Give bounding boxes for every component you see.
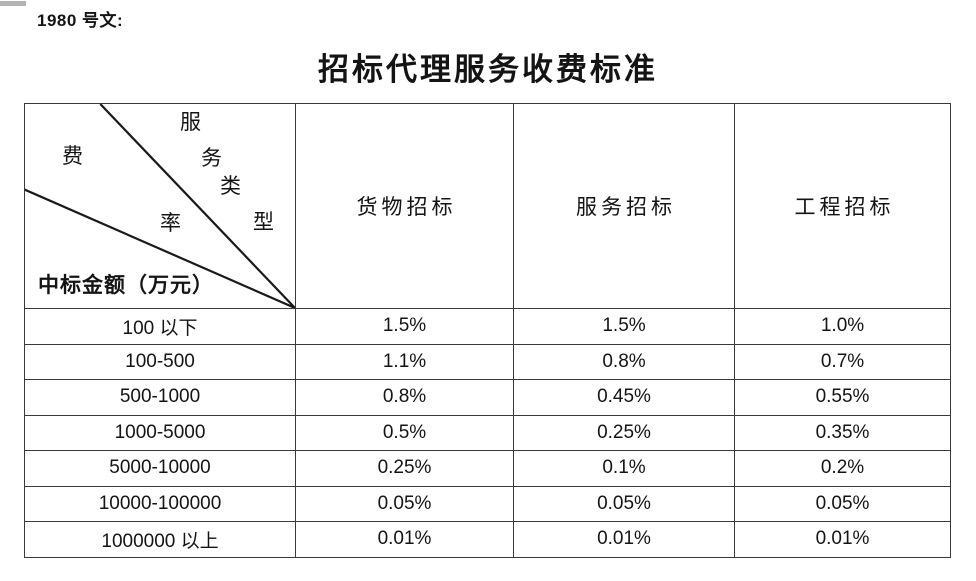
- corner-fee-char: 率: [160, 211, 181, 235]
- fee-cell: 0.01%: [735, 522, 951, 558]
- diagonal-header-cell: 服 务 类 型 费 率 中标金额（万元）: [25, 104, 296, 309]
- corner-type-char: 务: [201, 146, 222, 170]
- fee-cell: 0.45%: [514, 380, 735, 416]
- fee-cell: 0.01%: [296, 522, 514, 558]
- fee-cell: 0.5%: [296, 415, 514, 451]
- document-reference: 1980 号文:: [37, 11, 124, 30]
- col-header-goods-bidding: 货物招标: [296, 104, 514, 309]
- fee-cell: 1.0%: [735, 309, 951, 345]
- corner-type-char: 服: [180, 110, 201, 134]
- fee-cell: 0.8%: [514, 344, 735, 380]
- fee-standard-table: 服 务 类 型 费 率 中标金额（万元） 货物招标 服务招标 工程招标 100 …: [24, 103, 951, 558]
- col-header-service-bidding: 服务招标: [514, 104, 735, 309]
- fee-cell: 1.1%: [296, 344, 514, 380]
- corner-fee-char: 费: [62, 144, 83, 168]
- row-label: 100-500: [25, 344, 296, 380]
- fee-cell: 0.7%: [735, 344, 951, 380]
- fee-cell: 1.5%: [514, 309, 735, 345]
- fee-cell: 0.01%: [514, 522, 735, 558]
- fee-cell: 0.2%: [735, 451, 951, 487]
- diagonal-lines: [25, 104, 295, 308]
- page-title: 招标代理服务收费标准: [318, 52, 658, 87]
- fee-cell: 0.55%: [735, 380, 951, 416]
- row-label: 500-1000: [25, 380, 296, 416]
- fee-cell: 0.05%: [735, 486, 951, 522]
- col-header-engineering-bidding: 工程招标: [735, 104, 951, 309]
- row-label: 5000-10000: [25, 451, 296, 487]
- row-label: 100 以下: [25, 309, 296, 345]
- fee-cell: 0.1%: [514, 451, 735, 487]
- fee-cell: 0.25%: [514, 415, 735, 451]
- fee-cell: 0.25%: [296, 451, 514, 487]
- fee-cell: 0.35%: [735, 415, 951, 451]
- fee-cell: 0.05%: [514, 486, 735, 522]
- row-label: 1000000 以上: [25, 522, 296, 558]
- corner-amount-label: 中标金额（万元）: [38, 273, 214, 297]
- fee-cell: 0.8%: [296, 380, 514, 416]
- row-label: 10000-100000: [25, 486, 296, 522]
- scan-artifact: [0, 1, 26, 6]
- row-label: 1000-5000: [25, 415, 296, 451]
- fee-cell: 1.5%: [296, 309, 514, 345]
- corner-type-char: 型: [253, 210, 274, 234]
- fee-cell: 0.05%: [296, 486, 514, 522]
- corner-type-char: 类: [220, 174, 241, 198]
